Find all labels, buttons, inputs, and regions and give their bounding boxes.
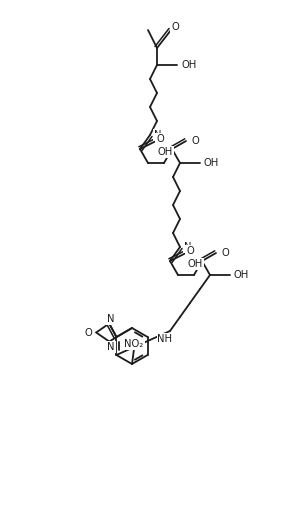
Text: O: O	[191, 136, 199, 146]
Text: N: N	[154, 130, 162, 140]
Text: OH: OH	[181, 60, 196, 70]
Text: O: O	[221, 248, 229, 258]
Text: N: N	[108, 342, 115, 351]
Text: N: N	[184, 242, 192, 252]
Text: NH: NH	[158, 334, 173, 344]
Text: OH: OH	[204, 158, 219, 168]
Text: OH: OH	[158, 147, 173, 157]
Text: N: N	[108, 314, 115, 324]
Text: O: O	[171, 22, 179, 32]
Text: O: O	[84, 327, 92, 338]
Text: NO₂: NO₂	[124, 339, 144, 349]
Text: O: O	[186, 246, 194, 256]
Text: OH: OH	[188, 259, 203, 269]
Text: O: O	[156, 134, 164, 144]
Text: OH: OH	[234, 270, 249, 280]
